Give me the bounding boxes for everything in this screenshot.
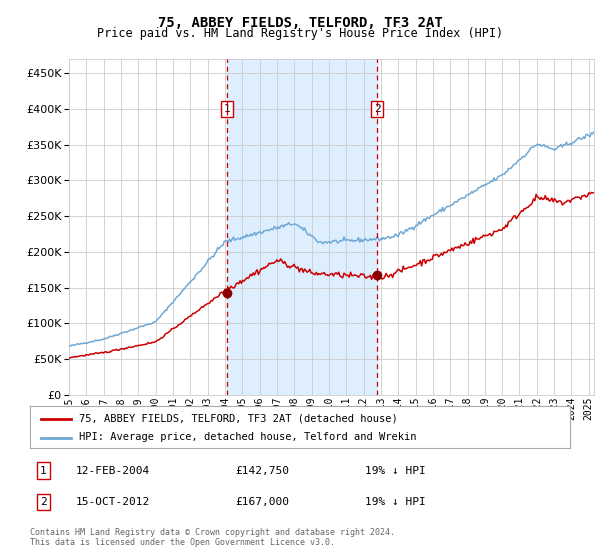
Text: 2: 2 [374,104,380,114]
Text: 1: 1 [40,465,47,475]
Text: 75, ABBEY FIELDS, TELFORD, TF3 2AT: 75, ABBEY FIELDS, TELFORD, TF3 2AT [158,16,442,30]
Text: 1: 1 [223,104,230,114]
Text: £167,000: £167,000 [235,497,289,507]
Text: 12-FEB-2004: 12-FEB-2004 [76,465,150,475]
Text: 75, ABBEY FIELDS, TELFORD, TF3 2AT (detached house): 75, ABBEY FIELDS, TELFORD, TF3 2AT (deta… [79,414,397,423]
Text: 19% ↓ HPI: 19% ↓ HPI [365,465,425,475]
Text: This data is licensed under the Open Government Licence v3.0.: This data is licensed under the Open Gov… [30,538,335,547]
Bar [227,59,377,395]
Text: 15-OCT-2012: 15-OCT-2012 [76,497,150,507]
Text: Contains HM Land Registry data © Crown copyright and database right 2024.: Contains HM Land Registry data © Crown c… [30,528,395,536]
Text: HPI: Average price, detached house, Telford and Wrekin: HPI: Average price, detached house, Telf… [79,432,416,442]
Text: 2: 2 [40,497,47,507]
Text: £142,750: £142,750 [235,465,289,475]
Text: Price paid vs. HM Land Registry's House Price Index (HPI): Price paid vs. HM Land Registry's House … [97,27,503,40]
Text: 19% ↓ HPI: 19% ↓ HPI [365,497,425,507]
